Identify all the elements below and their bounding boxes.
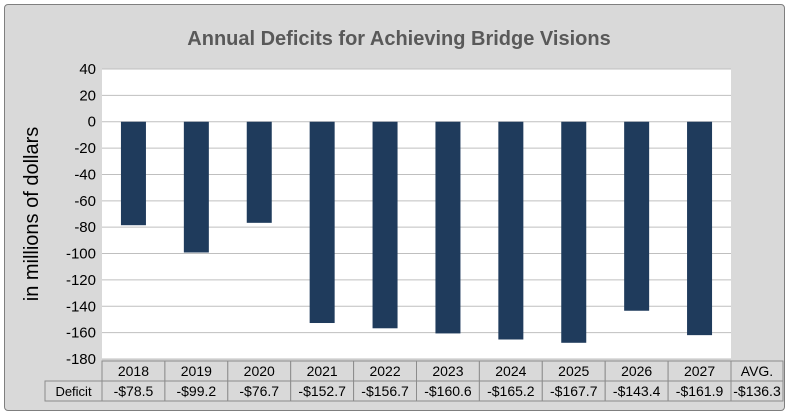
y-tick-label: 20 bbox=[79, 87, 96, 104]
bar-2026 bbox=[624, 121, 650, 311]
data-label: -$161.9 bbox=[676, 383, 724, 399]
x-tick-label: 2020 bbox=[244, 363, 275, 379]
y-tick-label: -120 bbox=[66, 272, 96, 289]
chart-svg: 40 20 0 -20 -40 -60 -80 -100 -120 -140 -160 -180 De… bbox=[21, 28, 784, 402]
bar-2023 bbox=[435, 121, 461, 334]
data-label: -$156.7 bbox=[361, 383, 409, 399]
x-tick-label: 2019 bbox=[181, 363, 212, 379]
chart-frame: 40 20 0 -20 -40 -60 -80 -100 -120 -140 -160 -180 De… bbox=[4, 4, 785, 411]
bar-2018 bbox=[120, 121, 146, 226]
data-label: -$99.2 bbox=[176, 383, 216, 399]
x-tick-label: 2018 bbox=[118, 363, 149, 379]
data-label: -$143.4 bbox=[613, 383, 661, 399]
data-label: -$165.2 bbox=[487, 383, 535, 399]
chart-title: Annual Deficits for Achieving Bridge Vis… bbox=[187, 28, 610, 50]
data-label: -$152.7 bbox=[298, 383, 346, 399]
y-axis-ticks: 40 20 0 -20 -40 -60 -80 -100 -120 -140 -160 -180 bbox=[66, 61, 96, 368]
y-tick-label: 0 bbox=[88, 114, 96, 131]
x-tick-label: 2024 bbox=[495, 363, 526, 379]
y-tick-label: -60 bbox=[74, 193, 96, 210]
bar-2025 bbox=[561, 121, 587, 343]
x-tick-label: 2027 bbox=[684, 363, 715, 379]
avg-value-label: -$136.3 bbox=[733, 383, 781, 399]
y-tick-label: -80 bbox=[74, 219, 96, 236]
bar-2022 bbox=[372, 121, 398, 329]
y-tick-label: -20 bbox=[74, 140, 96, 157]
y-axis-label: in millions of dollars bbox=[21, 127, 43, 302]
data-label: -$76.7 bbox=[239, 383, 279, 399]
row-header-label: Deficit bbox=[55, 384, 92, 399]
data-label: -$160.6 bbox=[424, 383, 472, 399]
y-tick-label: -40 bbox=[74, 166, 96, 183]
x-tick-label: 2021 bbox=[307, 363, 338, 379]
data-label: -$167.7 bbox=[550, 383, 598, 399]
bar-2024 bbox=[498, 121, 524, 340]
bar-2019 bbox=[183, 121, 209, 253]
x-tick-label: 2023 bbox=[432, 363, 463, 379]
y-tick-label: -160 bbox=[66, 325, 96, 342]
x-tick-label: 2026 bbox=[621, 363, 652, 379]
bars bbox=[120, 121, 713, 343]
bar-2027 bbox=[687, 121, 713, 336]
y-tick-label: -100 bbox=[66, 246, 96, 263]
x-tick-label: 2025 bbox=[558, 363, 589, 379]
avg-header-label: AVG. bbox=[741, 363, 773, 379]
table-value-cell bbox=[730, 380, 784, 402]
x-tick-label: 2022 bbox=[369, 363, 400, 379]
data-label: -$78.5 bbox=[114, 383, 154, 399]
y-tick-label: 40 bbox=[79, 61, 96, 78]
y-tick-label: -140 bbox=[66, 298, 96, 315]
data-table: Deficit 2018 -$78.5 2019 -$99.2 2020 -$76.7 202… bbox=[44, 360, 784, 402]
y-tick-label: -180 bbox=[66, 351, 96, 368]
bar-2021 bbox=[309, 121, 335, 324]
bar-2020 bbox=[246, 121, 272, 223]
